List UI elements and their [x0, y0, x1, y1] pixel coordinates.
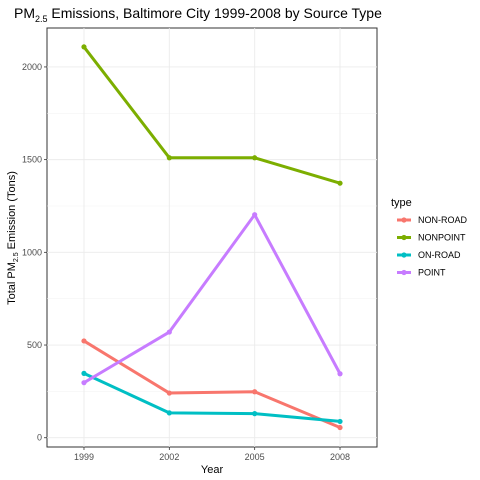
legend: type NON-ROAD NONPOINT ON-ROAD POINT	[391, 197, 467, 278]
data-point-point	[166, 329, 172, 335]
series-line-point	[83, 213, 342, 384]
data-point-non-road	[166, 390, 172, 396]
data-point-non-road	[337, 424, 343, 431]
legend-key-point-non-road	[401, 217, 407, 223]
series-lines	[81, 44, 343, 431]
legend-key-point-point	[401, 269, 407, 276]
data-point-nonpoint	[166, 155, 172, 161]
x-tick-label: 2008	[330, 452, 350, 462]
legend-label-nonpoint: NONPOINT	[418, 233, 466, 243]
x-tick-label: 1999	[74, 452, 94, 462]
y-tick-label: 1500	[22, 155, 42, 165]
data-point-point	[81, 380, 87, 386]
x-axis-title: Year	[201, 464, 224, 476]
data-point-nonpoint	[252, 155, 258, 161]
legend-key-point-nonpoint	[401, 234, 407, 241]
data-point-on-road	[337, 418, 343, 425]
data-point-non-road	[252, 389, 258, 395]
data-point-on-road	[81, 370, 87, 376]
grid	[47, 28, 377, 447]
y-axis-title: Total PM2.5 Emission (Tons)	[6, 171, 20, 305]
y-tick-label: 1000	[22, 247, 42, 257]
y-tick-label: 2000	[22, 62, 42, 72]
chart-title: PM2.5 Emissions, Baltimore City 1999-200…	[14, 5, 382, 24]
series-line-nonpoint	[82, 45, 341, 185]
legend-label-point: POINT	[418, 268, 446, 278]
data-point-non-road	[81, 338, 87, 344]
data-point-nonpoint	[81, 44, 87, 50]
plot-panel	[46, 27, 378, 448]
y-tick-label: 500	[27, 340, 42, 350]
data-point-nonpoint	[337, 180, 343, 186]
x-tick-label: 2002	[159, 452, 179, 462]
legend-title: type	[391, 197, 412, 209]
x-axis: 1999 2002 2005 2008	[74, 447, 350, 462]
y-tick-label: 0	[37, 433, 42, 443]
y-axis: 0 500 1000 1500 2000	[22, 62, 47, 443]
series-line-on-road	[83, 372, 341, 423]
legend-label-on-road: ON-ROAD	[418, 250, 461, 260]
data-point-on-road	[252, 411, 258, 417]
legend-key-point-on-road	[401, 252, 407, 258]
series-line-non-road	[83, 339, 341, 429]
data-point-point	[337, 371, 343, 377]
data-point-on-road	[166, 410, 172, 416]
data-point-point	[252, 212, 258, 218]
x-tick-label: 2005	[245, 452, 265, 462]
legend-label-non-road: NON-ROAD	[418, 215, 467, 225]
